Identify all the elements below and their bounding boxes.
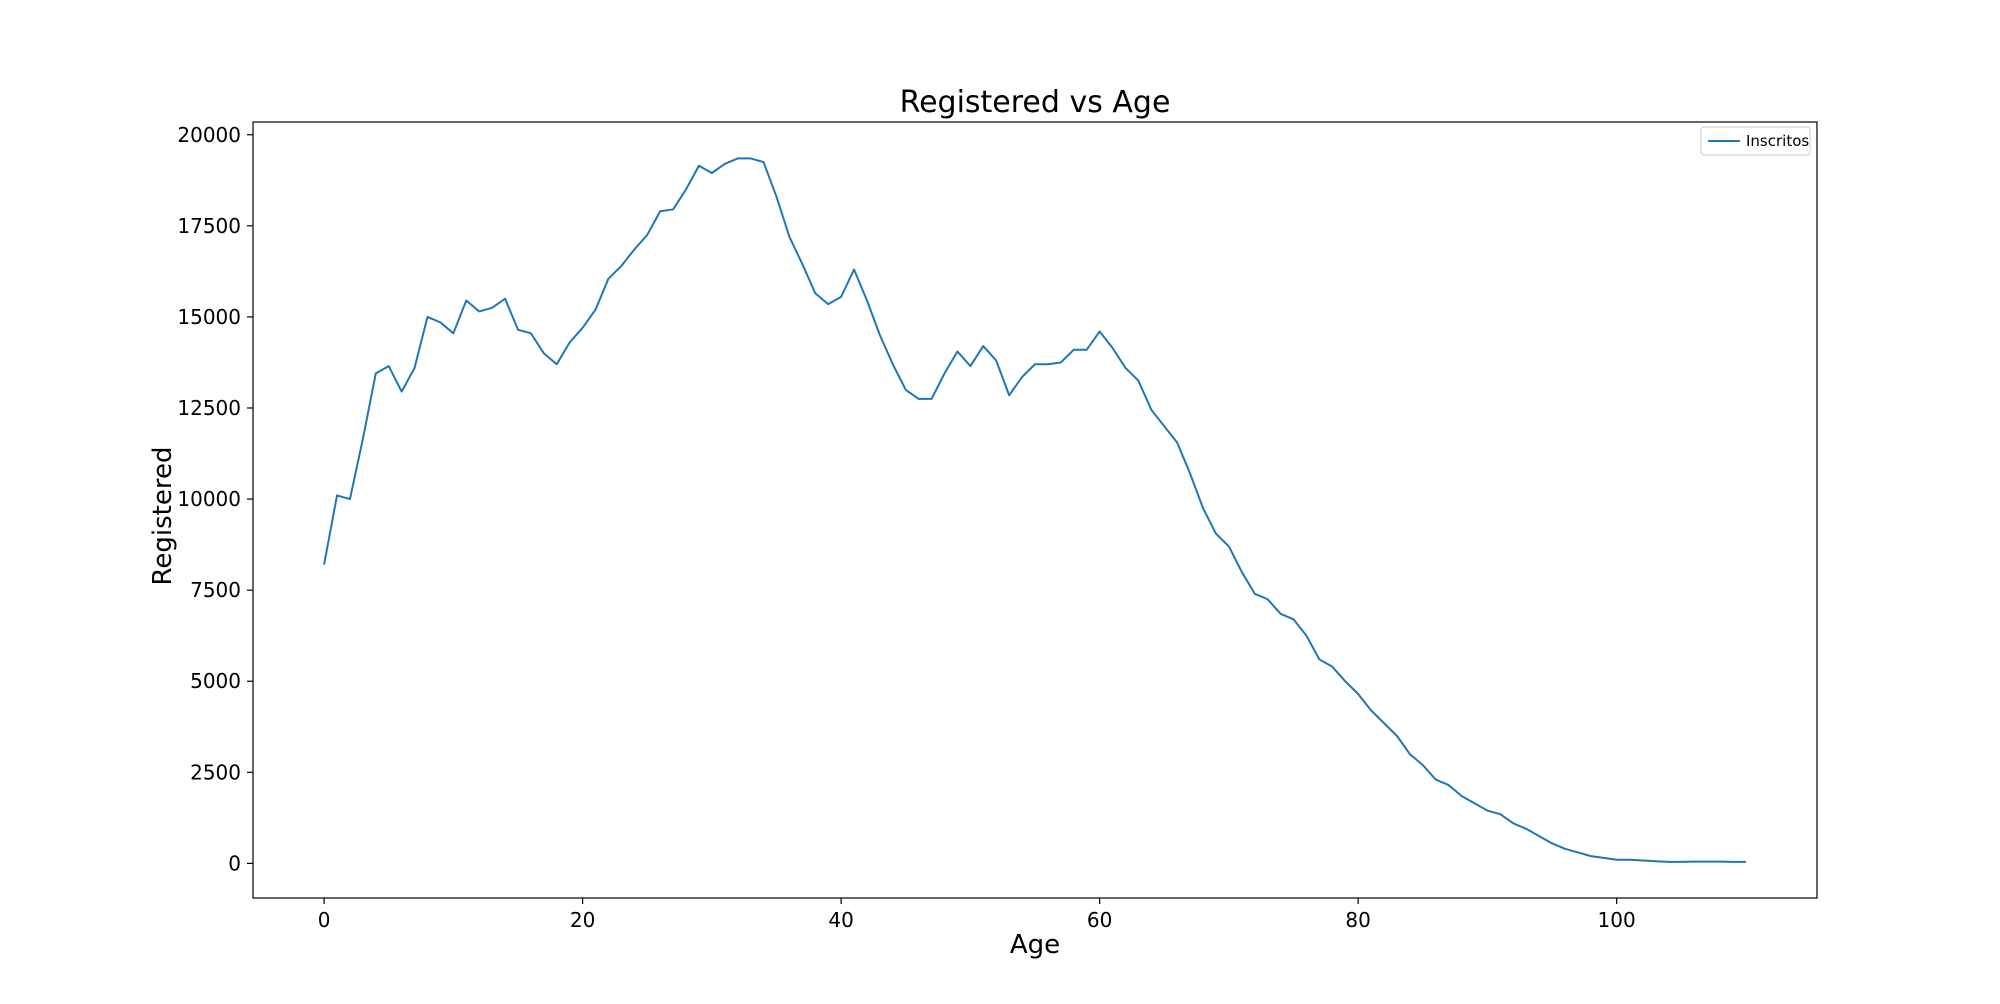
series-line-0 [323,157,1746,863]
y-tick-label: 12500 [177,396,241,420]
plot-area: 0 20 40 60 80 100 0 2500 5000 7500 10000 12500 15000… [177,121,1818,932]
y-tick-label: 2500 [190,760,241,784]
x-tick-label: 100 [1598,908,1636,932]
y-axis-label: Registered [148,447,178,586]
chart-title: Registered vs Age [900,85,1171,120]
x-axis-label: Age [1010,930,1060,960]
axes-frame [252,121,1818,899]
legend-box [1700,126,1811,156]
legend-label: Inscritos [1746,132,1809,150]
x-tick-label: 80 [1345,908,1370,932]
x-tick-label: 20 [570,908,595,932]
legend: Inscritos [1700,126,1811,156]
x-tick-label: 60 [1087,908,1112,932]
y-tick-label: 17500 [177,214,241,238]
x-tick-label: 40 [828,908,853,932]
y-tick-label: 10000 [177,487,241,511]
y-tick-label: 20000 [177,123,241,147]
y-tick-label: 5000 [190,669,241,693]
x-tick-label: 0 [318,908,331,932]
y-tick-label: 15000 [177,305,241,329]
y-tick-label: 7500 [190,578,241,602]
y-tick-label: 0 [228,851,241,875]
